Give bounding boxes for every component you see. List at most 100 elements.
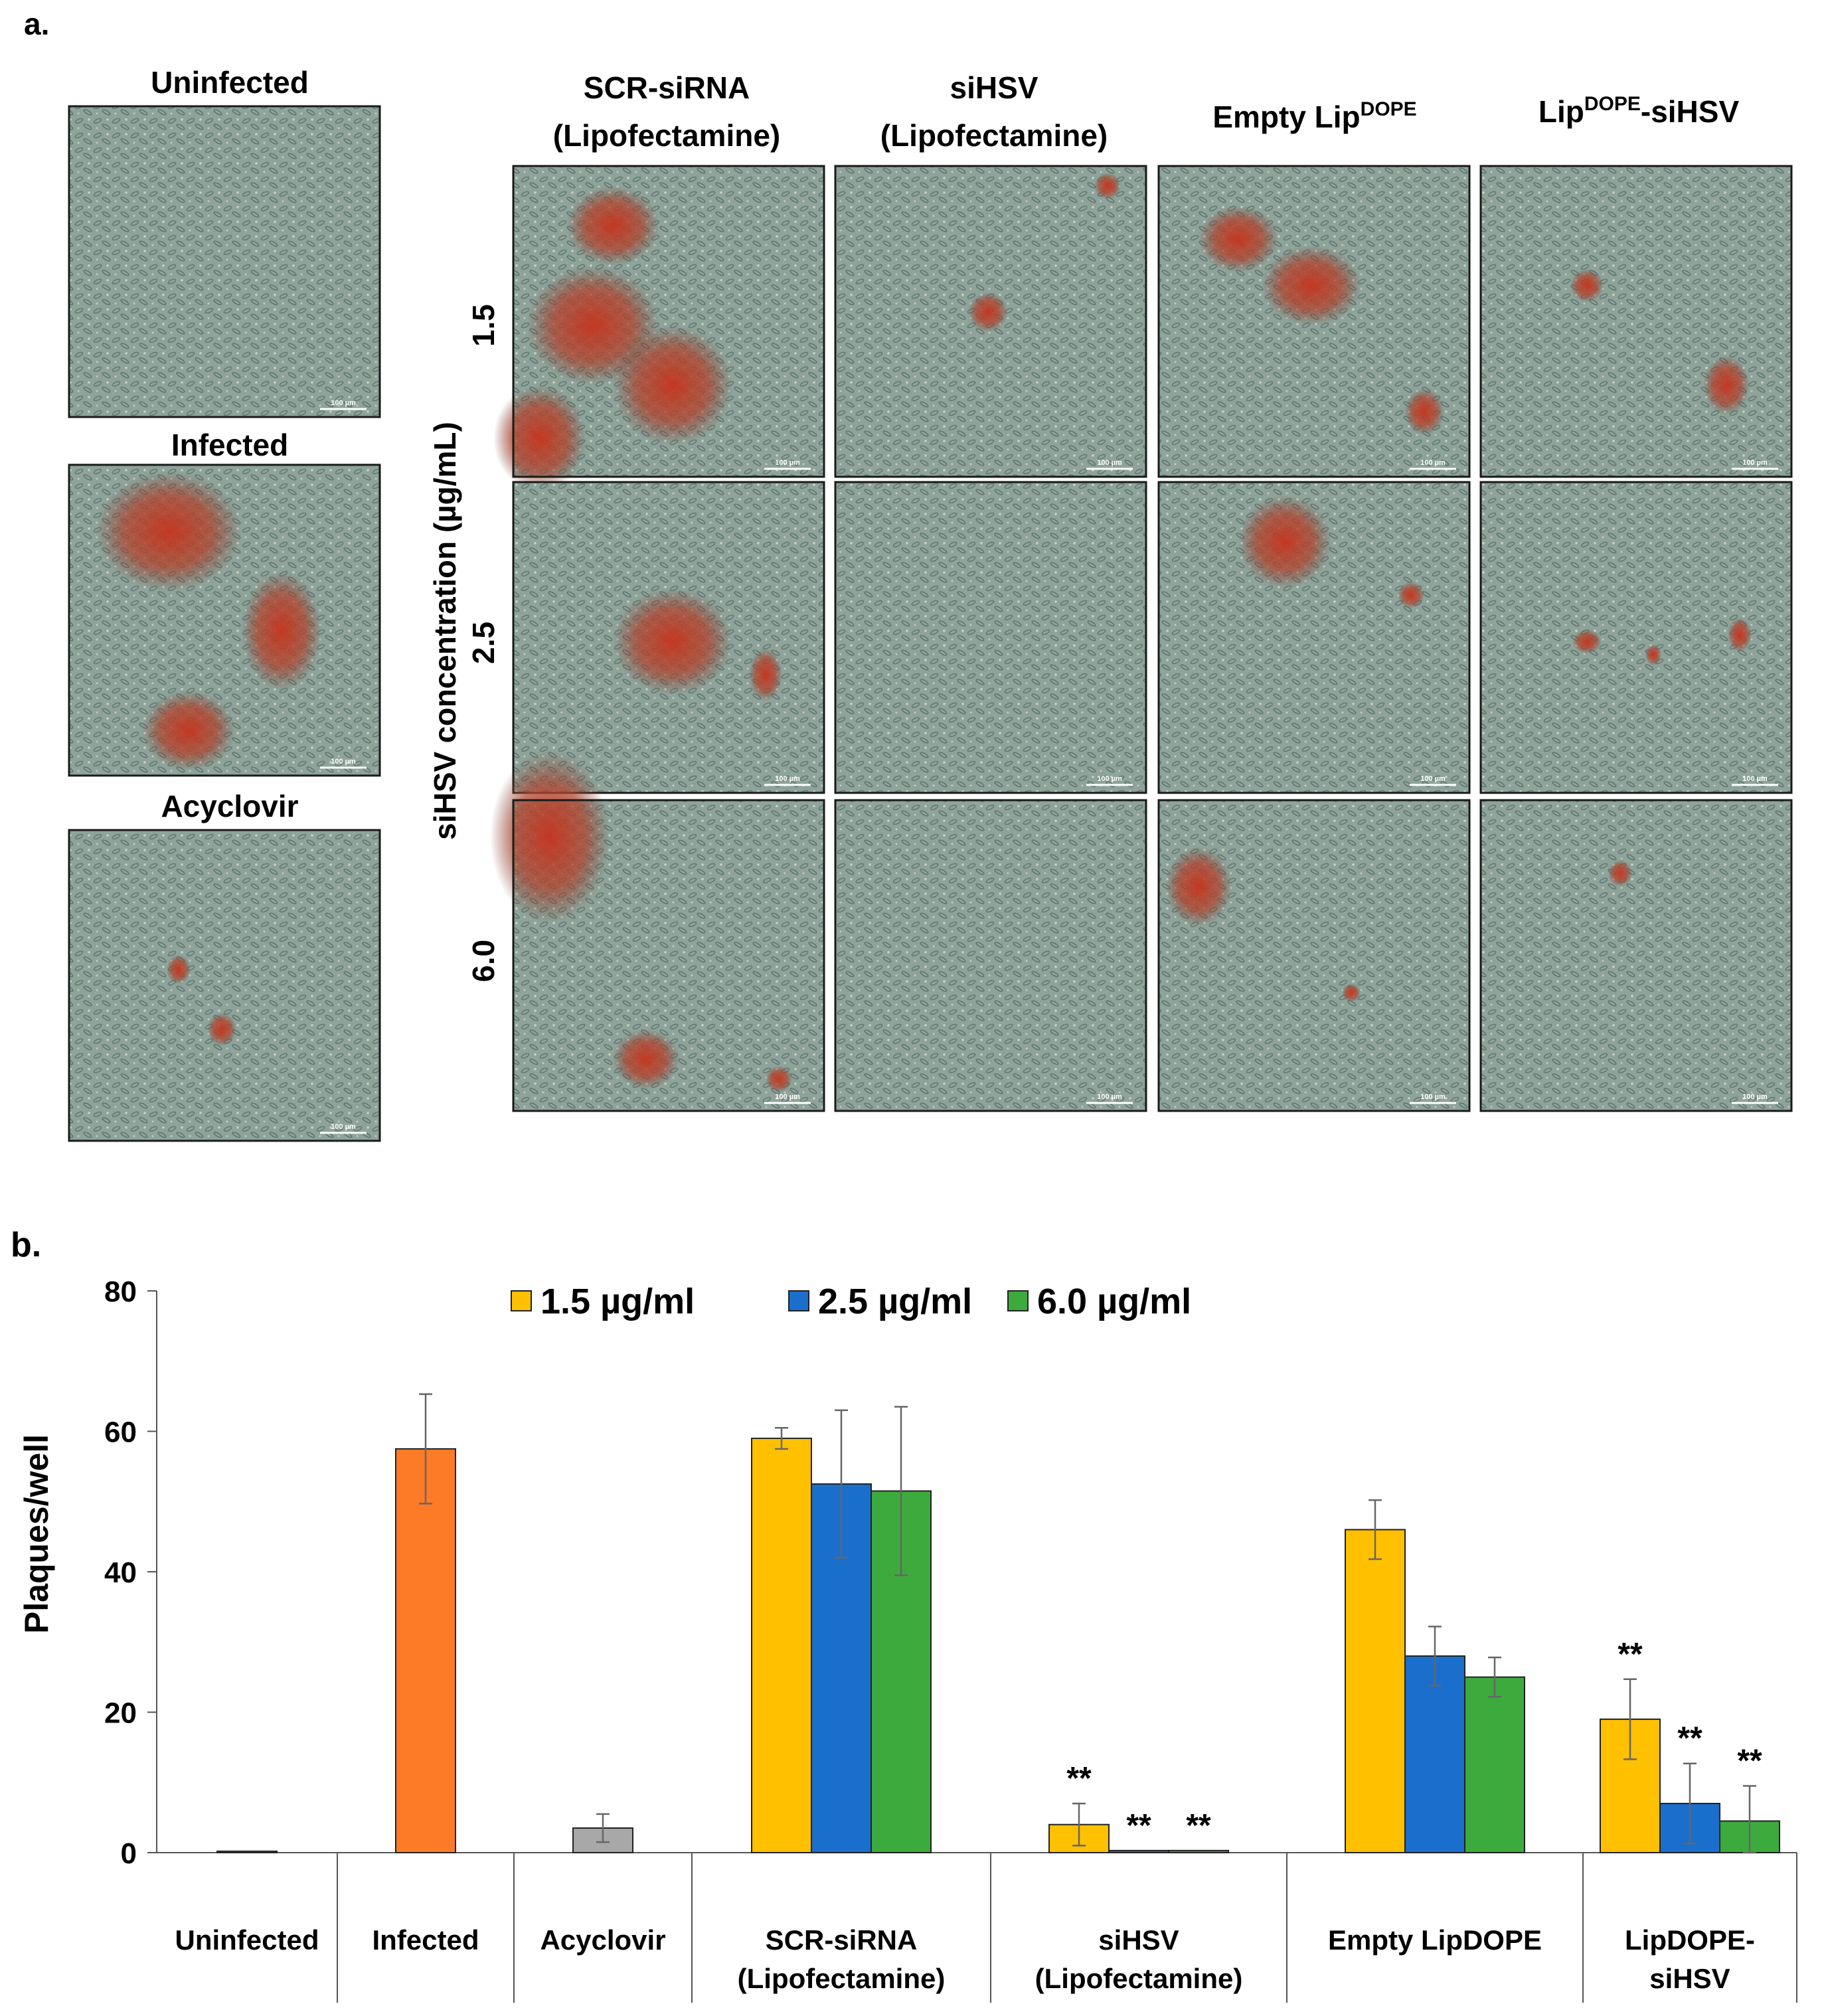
- plaque: [96, 471, 242, 591]
- bar: [395, 1448, 456, 1853]
- row-label-2-5: 2.5: [466, 622, 501, 664]
- column-header-scr-line2: (Lipofectamine): [553, 118, 780, 153]
- plaque: [766, 1066, 792, 1092]
- plaque: [566, 186, 659, 266]
- control-label-acyclovir: Acyclovir: [161, 789, 298, 823]
- bar-chart: 0 20 40 60 80 Uninfected Infected Acyclovir SCR-…: [104, 1276, 1797, 2003]
- scale-bar-text: 100 µm: [1742, 775, 1768, 783]
- scale-bar-text: 100 µm: [775, 459, 800, 467]
- plaque: [613, 325, 732, 445]
- scale-bar-text: 100 µm: [1097, 1093, 1122, 1101]
- micrograph-uninfected: 100 µm: [68, 105, 381, 418]
- legend-label: 6.0 µg/ml: [1037, 1282, 1191, 1321]
- scale-bar-text: 100 µm: [331, 399, 356, 407]
- plaque: [242, 571, 321, 691]
- plaque: [1570, 269, 1604, 302]
- category-label: Infected: [372, 1924, 479, 1956]
- bar-group: Infected: [372, 1393, 515, 2003]
- legend-label: 2.5 µg/ml: [818, 1282, 972, 1321]
- column-header-sihsv-line1: siHSV: [950, 70, 1038, 105]
- micrograph-grid: 100 µm 100 µm 100 µm 100 µm 100 µm 100 µm 100 …: [68, 105, 1793, 1142]
- bar: [751, 1438, 812, 1853]
- column-header-scr-line1: SCR-siRNA: [584, 70, 750, 105]
- plaque: [1342, 983, 1361, 1002]
- legend-swatch: [511, 1290, 532, 1311]
- plaque: [1238, 495, 1331, 588]
- bar-group: Empty LipDOPE: [1328, 1499, 1584, 2003]
- category-label: SCR-siRNA: [766, 1924, 918, 1956]
- control-label-infected: Infected: [171, 428, 288, 462]
- plaque: [1398, 582, 1424, 608]
- legend-swatch: [788, 1290, 809, 1311]
- category-label: (Lipofectamine): [738, 1963, 946, 1994]
- bar: [1168, 1849, 1229, 1853]
- plaque: [207, 1013, 236, 1046]
- legend-item: 2.5 µg/ml: [788, 1282, 972, 1321]
- scale-bar-text: 100 µm: [1420, 1093, 1446, 1101]
- bar: [1345, 1529, 1406, 1854]
- micrograph-acyclovir: 100 µm: [68, 829, 381, 1142]
- plaque: [1645, 644, 1661, 665]
- plaque: [613, 1029, 679, 1089]
- bar-group: ** ** ** LipDOPE-siHSV: [1600, 1637, 1797, 2003]
- y-tick-label: 80: [104, 1276, 137, 1308]
- micrograph-infected: 100 µm: [68, 463, 381, 777]
- bar-group: Uninfected: [175, 1850, 338, 2003]
- y-tick-label: 20: [104, 1697, 137, 1730]
- scale-bar-text: 100 µm: [1420, 775, 1446, 783]
- micrograph-lipdope-sihsv-6-0: 100 µm: [1479, 799, 1793, 1112]
- category-label: (Lipofectamine): [1035, 1963, 1243, 1994]
- category-label: siHSV: [1098, 1924, 1179, 1956]
- scale-bar-text: 100 µm: [331, 1123, 356, 1131]
- category-label: Acyclovir: [540, 1924, 665, 1956]
- y-axis-title: Plaques/well: [18, 1434, 55, 1634]
- micrograph-sihsv-1-5: 100 µm: [834, 165, 1147, 478]
- row-label-6-0: 6.0: [466, 940, 501, 982]
- micrograph-scr-sirna-6-0: 100 µm: [490, 750, 825, 1112]
- plaque: [1199, 206, 1278, 272]
- y-tick-label: 0: [121, 1837, 137, 1870]
- significance-marker: **: [1186, 1808, 1211, 1843]
- y-tick-label: 40: [104, 1556, 137, 1589]
- control-label-uninfected: Uninfected: [151, 65, 309, 100]
- column-header-lipdope-sihsv: LipDOPE-siHSV: [1538, 93, 1740, 129]
- column-header-empty-lipdope: Empty LipDOPE: [1212, 98, 1416, 134]
- significance-marker: **: [1737, 1744, 1762, 1779]
- scale-bar-text: 100 µm: [775, 775, 800, 783]
- row-label-1-5: 1.5: [466, 304, 501, 347]
- micrograph-empty-lipdope-6-0: 100 µm: [1157, 799, 1471, 1112]
- bar: [1464, 1676, 1525, 1853]
- column-header-sihsv-line2: (Lipofectamine): [880, 118, 1108, 153]
- bar: [1108, 1849, 1169, 1853]
- plaque: [493, 385, 586, 491]
- plaque: [1094, 173, 1121, 199]
- plaque: [1572, 630, 1602, 653]
- bar-group: SCR-siRNA (Lipofectamine): [738, 1406, 991, 2003]
- scale-bar-text: 100 µm: [1742, 1093, 1768, 1101]
- panel-b-label: b.: [11, 1226, 41, 1264]
- significance-marker: **: [1066, 1761, 1092, 1796]
- significance-marker: **: [1126, 1808, 1151, 1843]
- micrograph-sihsv-6-0: 100 µm: [834, 799, 1147, 1112]
- legend-label: 1.5 µg/ml: [540, 1282, 695, 1321]
- micrograph-scr-sirna-1-5: 100 µm: [493, 165, 825, 491]
- micrograph-lipdope-sihsv-1-5: 100 µm: [1479, 165, 1793, 478]
- significance-marker: **: [1618, 1637, 1643, 1672]
- category-label: LipDOPE-: [1625, 1924, 1755, 1956]
- legend-swatch: [1007, 1290, 1029, 1311]
- significance-marker: **: [1677, 1721, 1702, 1756]
- concentration-axis-label: siHSV concentration (µg/mL): [428, 422, 462, 840]
- plaque: [613, 588, 732, 695]
- plaque: [1703, 355, 1750, 415]
- micrograph-lipdope-sihsv-2-5: 100 µm: [1479, 481, 1793, 794]
- plaque: [1404, 388, 1444, 435]
- plaque: [142, 691, 235, 770]
- plaque: [1165, 847, 1232, 926]
- plaque: [1608, 860, 1632, 886]
- panel-a-label: a.: [24, 7, 49, 41]
- plaque: [490, 750, 610, 923]
- scale-bar-text: 100 µm: [1420, 459, 1446, 467]
- bar-group: ** ** ** siHSV (Lipofectamine): [1035, 1761, 1287, 2003]
- scale-bar-text: 100 µm: [1097, 459, 1122, 467]
